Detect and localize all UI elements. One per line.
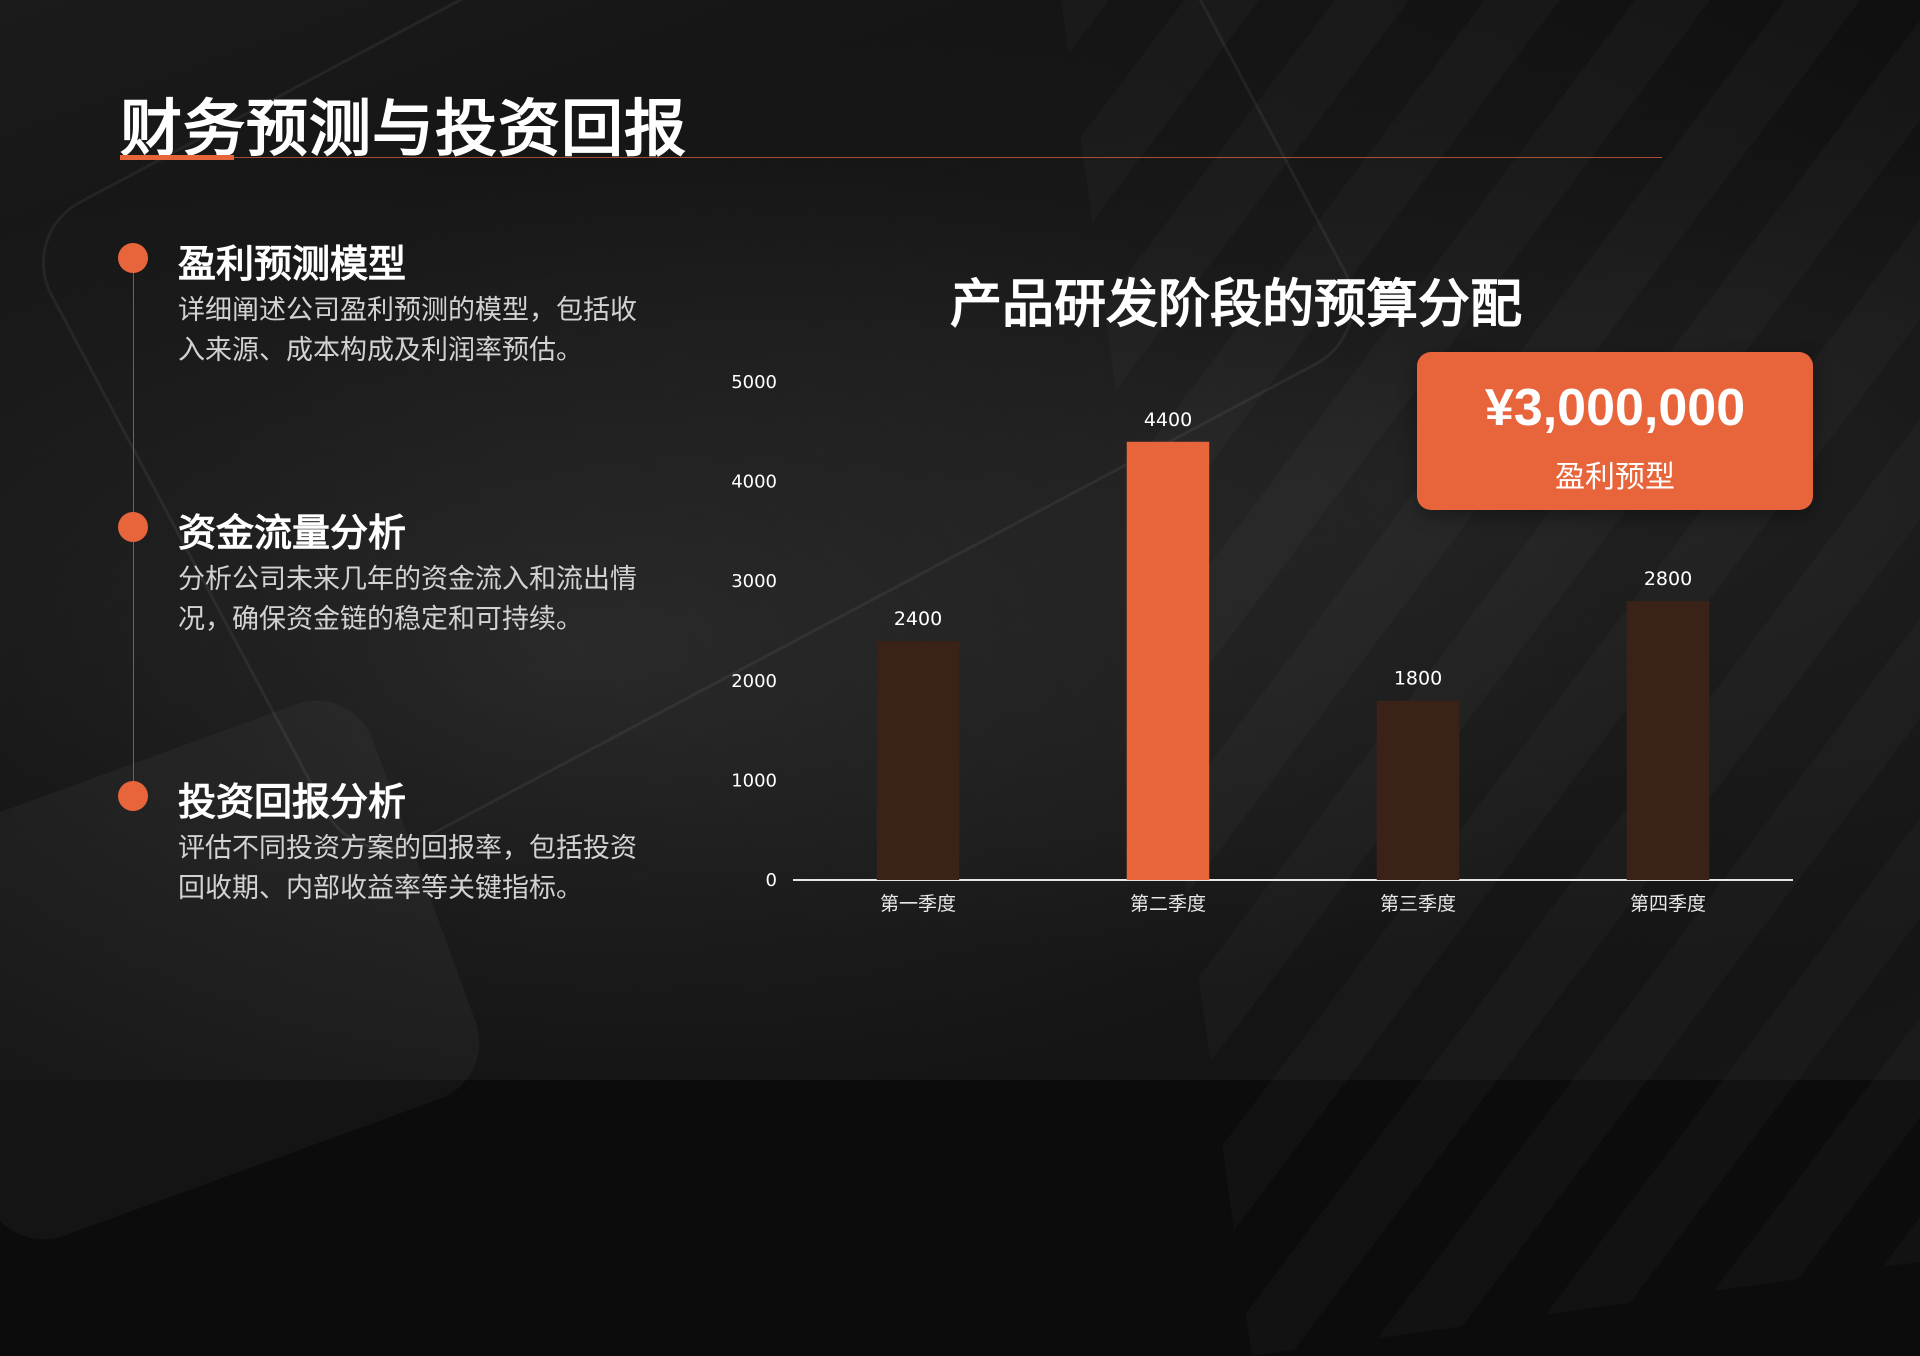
y-axis-ticks: 0 1000 2000 3000 4000 5000 — [731, 372, 777, 891]
bar-2 — [1126, 441, 1210, 880]
bar-value-label: 1800 — [1394, 668, 1442, 690]
bars — [876, 441, 1710, 880]
section-description: 详细阐述公司盈利预测的模型，包括收入来源、成本构成及利润率预估。 — [178, 295, 637, 366]
category-labels: 第一季度 第二季度 第三季度 第四季度 — [880, 893, 1706, 915]
title-divider — [120, 157, 1662, 158]
bar-value-label: 4400 — [1144, 409, 1192, 431]
section-description: 分析公司未来几年的资金流入和流出情况，确保资金链的稳定和可持续。 — [178, 564, 637, 635]
y-tick-label: 4000 — [731, 472, 777, 493]
x-tick-label: 第二季度 — [1130, 893, 1206, 915]
chart-title: 产品研发阶段的预算分配 — [950, 275, 1523, 335]
bar-4 — [1626, 601, 1710, 880]
bar-chart: 0 1000 2000 3000 4000 5000 2400 4400 1800 2800 第… — [731, 372, 1793, 915]
x-tick-label: 第三季度 — [1380, 893, 1456, 915]
bar-3 — [1376, 700, 1460, 880]
page-title: 财务预测与投资回报 — [120, 92, 688, 165]
y-tick-label: 1000 — [731, 770, 777, 791]
y-tick-label: 2000 — [731, 671, 777, 692]
section-title: 投资回报分析 — [178, 780, 407, 824]
section-title: 资金流量分析 — [178, 511, 407, 555]
bar-value-label: 2800 — [1644, 568, 1692, 590]
callout-value: ¥3,000,000 — [1484, 379, 1746, 437]
value-labels: 2400 4400 1800 2800 — [894, 409, 1692, 690]
bullet-dot-icon — [118, 243, 148, 273]
bar-value-label: 2400 — [894, 608, 942, 630]
x-tick-label: 第一季度 — [880, 893, 956, 915]
profit-callout: ¥3,000,000 盈利预型 — [1417, 352, 1813, 510]
bullet-dot-icon — [118, 512, 148, 542]
bar-1 — [876, 640, 960, 880]
section-title: 盈利预测模型 — [178, 242, 407, 286]
y-tick-label: 3000 — [731, 571, 777, 592]
section-description: 评估不同投资方案的回报率，包括投资回收期、内部收益率等关键指标。 — [178, 833, 637, 904]
x-tick-label: 第四季度 — [1630, 893, 1706, 915]
background — [0, 0, 1920, 1080]
bullet-dot-icon — [118, 781, 148, 811]
y-tick-label: 5000 — [731, 372, 777, 393]
title-accent-bar — [120, 155, 234, 160]
callout-label: 盈利预型 — [1555, 460, 1675, 495]
y-tick-label: 0 — [766, 870, 777, 891]
